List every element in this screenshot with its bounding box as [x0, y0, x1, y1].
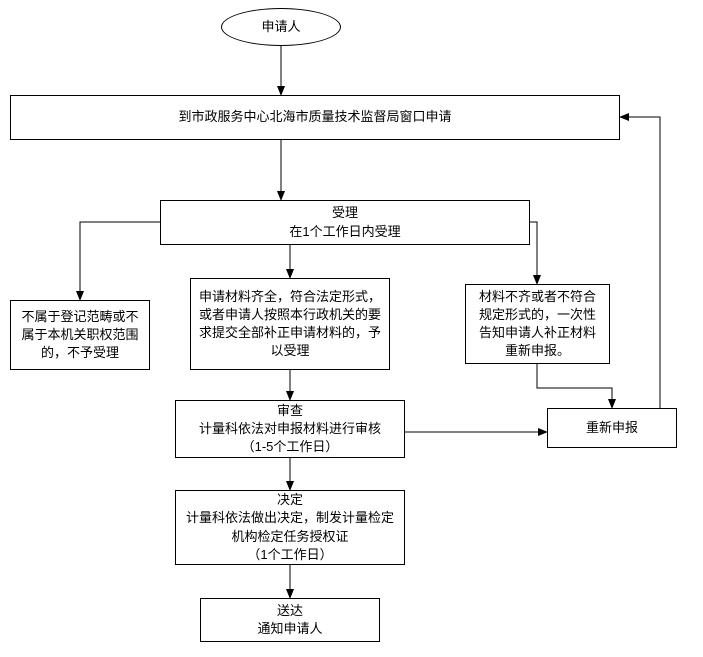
node-apply: 到市政服务中心北海市质量技术监督局窗口申请 — [10, 95, 620, 140]
node-start-label: 申请人 — [261, 18, 300, 36]
node-review: 审查 计量科依法对申报材料进行审核 （1-5个工作日） — [175, 400, 405, 458]
node-resubmit-label: 重新申报 — [586, 419, 638, 437]
node-deliver-label: 送达 通知申请人 — [257, 602, 322, 638]
node-accept-label: 受理 在1个工作日内受理 — [289, 204, 400, 240]
node-decision: 决定 计量科依法做出决定，制发计量检定机构检定任务授权证 （1个工作日） — [175, 490, 405, 565]
node-resubmit: 重新申报 — [547, 408, 677, 448]
node-materials-bad-label: 材料不齐或者不符合规定形式的，一次性告知申请人补正材料重新申报。 — [474, 288, 601, 361]
node-review-label: 审查 计量科依法对申报材料进行审核 （1-5个工作日） — [199, 402, 381, 457]
node-materials-bad: 材料不齐或者不符合规定形式的，一次性告知申请人补正材料重新申报。 — [465, 284, 610, 364]
node-materials-ok: 申请材料齐全，符合法定形式，或者申请人按照本行政机关的要求提交全部补正申请材料的… — [190, 278, 390, 370]
node-start: 申请人 — [221, 8, 341, 46]
node-deliver: 送达 通知申请人 — [200, 598, 380, 642]
node-decision-label: 决定 计量科依法做出决定，制发计量检定机构检定任务授权证 （1个工作日） — [184, 491, 396, 564]
node-apply-label: 到市政服务中心北海市质量技术监督局窗口申请 — [178, 108, 451, 126]
node-reject: 不属于登记范畴或不属于本机关职权范围的，不予受理 — [10, 300, 150, 370]
node-materials-ok-label: 申请材料齐全，符合法定形式，或者申请人按照本行政机关的要求提交全部补正申请材料的… — [199, 288, 381, 361]
node-reject-label: 不属于登记范畴或不属于本机关职权范围的，不予受理 — [19, 308, 141, 363]
node-accept: 受理 在1个工作日内受理 — [160, 200, 530, 245]
